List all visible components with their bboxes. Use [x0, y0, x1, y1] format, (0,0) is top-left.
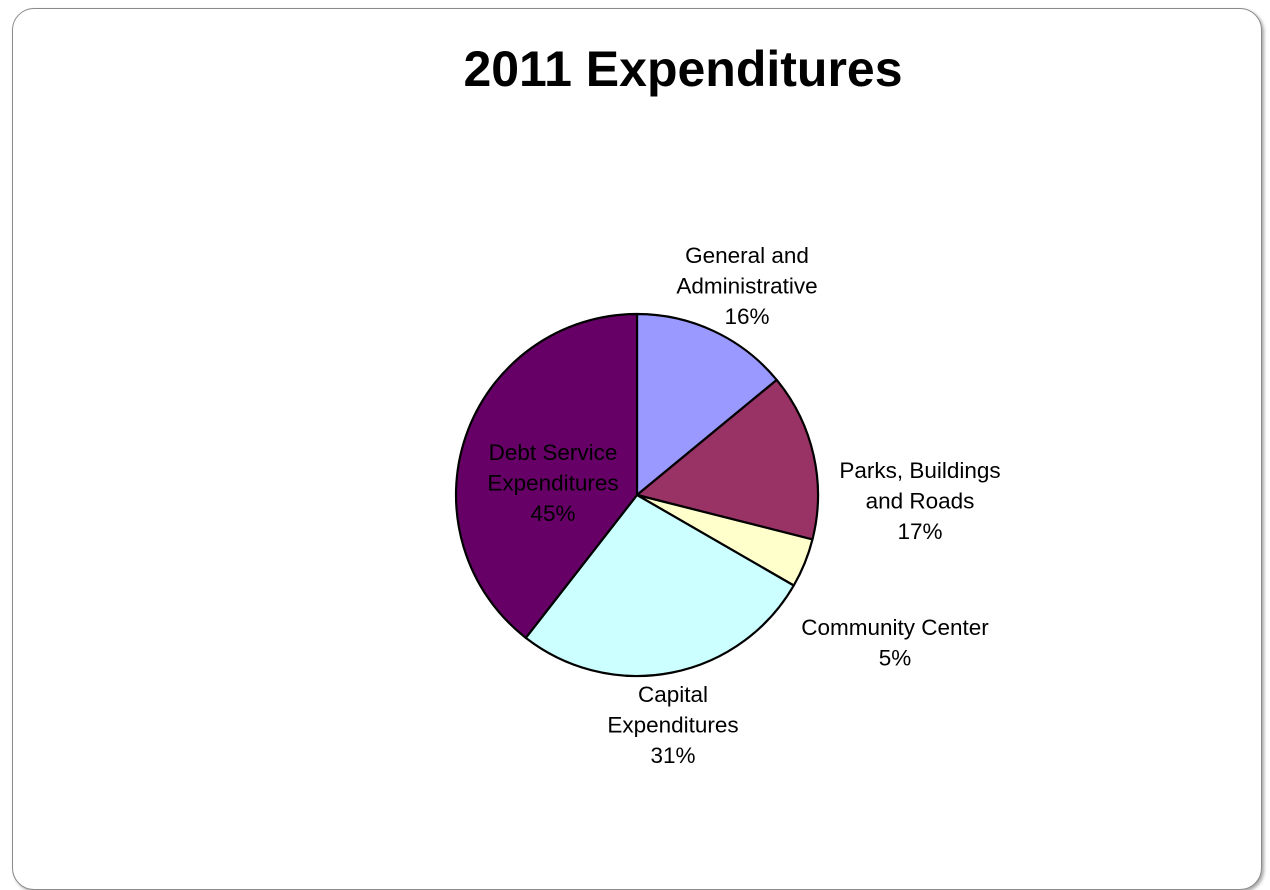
pie-slices: [454, 312, 820, 678]
slice-label-line: Community Center: [801, 615, 989, 640]
pie-slice: [635, 378, 820, 541]
pie-slice: [454, 312, 639, 639]
slice-label-line: General and: [685, 243, 809, 268]
slice-label-line: 31%: [650, 743, 695, 768]
slice-label: Community Center 5%: [801, 615, 989, 671]
slice-labels: General and Administrative 16% Parks, Build…: [487, 243, 1000, 768]
pie-slice: [524, 493, 795, 678]
slice-label-line: 45%: [530, 501, 575, 526]
slice-label: Debt Service Expenditures 45%: [487, 440, 618, 526]
slice-label-line: 5%: [879, 646, 912, 671]
slice-label-line: 17%: [897, 519, 942, 544]
slice-label-line: Capital: [638, 682, 708, 707]
chart-title: 2011 Expenditures: [463, 41, 903, 97]
slice-label-line: 16%: [724, 304, 769, 329]
slice-label: Parks, Buildings and Roads 17%: [839, 458, 1000, 544]
slice-label-line: Administrative: [676, 274, 817, 299]
slice-label: General and Administrative 16%: [676, 243, 817, 329]
pie-slice: [635, 312, 778, 497]
slice-label-line: Debt Service: [489, 440, 618, 465]
slice-label: Capital Expenditures 31%: [607, 682, 738, 768]
slice-label-line: Parks, Buildings: [839, 458, 1000, 483]
slice-label-line: Expenditures: [607, 713, 738, 738]
slice-label-line: and Roads: [866, 489, 975, 514]
pie-chart: General and Administrative 16% Parks, Build…: [454, 243, 1001, 768]
slice-label-line: Expenditures: [487, 471, 618, 496]
